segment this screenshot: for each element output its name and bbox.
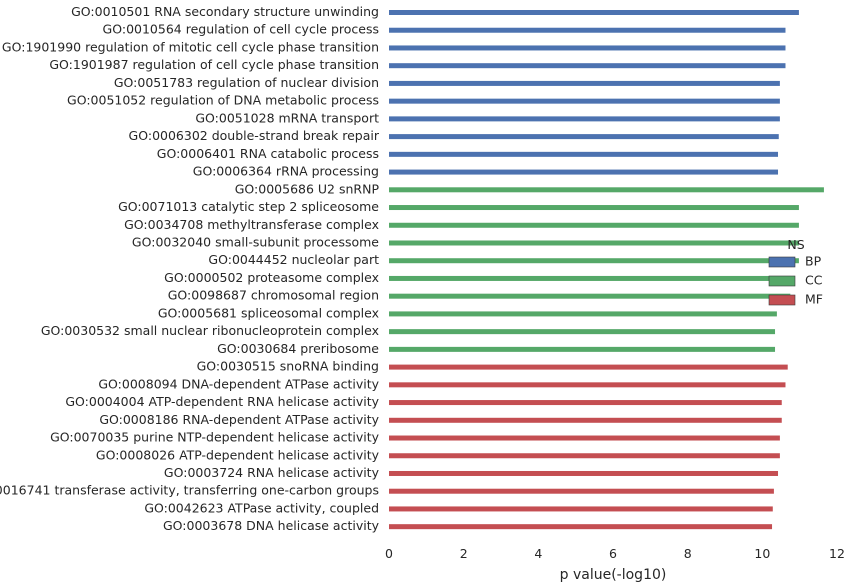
category-label-19: GO:0030684 preribosome bbox=[217, 341, 379, 356]
x-tick-label-2: 4 bbox=[534, 546, 542, 561]
bar-12 bbox=[389, 222, 799, 228]
category-label-1: GO:0010564 regulation of cell cycle proc… bbox=[103, 22, 379, 37]
x-axis-title: p value(-log10) bbox=[560, 567, 667, 583]
category-label-29: GO:0003678 DNA helicase activity bbox=[163, 518, 380, 533]
legend-title: NS bbox=[787, 237, 804, 252]
category-label-3: GO:1901987 regulation of cell cycle phas… bbox=[49, 57, 379, 72]
legend-label-cc: CC bbox=[805, 273, 823, 288]
x-tick-label-6: 12 bbox=[829, 546, 845, 561]
category-label-4: GO:0051783 regulation of nuclear divisio… bbox=[114, 75, 379, 90]
legend-swatch-bp bbox=[768, 256, 796, 268]
category-label-11: GO:0071013 catalytic step 2 spliceosome bbox=[118, 199, 379, 214]
category-label-9: GO:0006364 rRNA processing bbox=[193, 164, 379, 179]
category-label-7: GO:0006302 double-strand break repair bbox=[129, 128, 380, 143]
category-labels: GO:0010501 RNA secondary structure unwin… bbox=[0, 4, 380, 533]
category-label-14: GO:0044452 nucleolar part bbox=[208, 252, 379, 267]
category-label-22: GO:0004004 ATP-dependent RNA helicase ac… bbox=[65, 394, 379, 409]
bar-27 bbox=[389, 488, 774, 494]
category-label-21: GO:0008094 DNA-dependent ATPase activity bbox=[98, 376, 379, 391]
bar-2 bbox=[389, 45, 786, 51]
bar-23 bbox=[389, 417, 782, 423]
bar-11 bbox=[389, 205, 799, 211]
bar-20 bbox=[389, 364, 788, 370]
x-tick-label-5: 10 bbox=[754, 546, 770, 561]
legend-entries: BP CC MF bbox=[768, 254, 823, 307]
category-label-0: GO:0010501 RNA secondary structure unwin… bbox=[71, 4, 379, 19]
category-label-6: GO:0051028 mRNA transport bbox=[195, 110, 379, 125]
category-label-17: GO:0005681 spliceosomal complex bbox=[158, 305, 379, 320]
bar-13 bbox=[389, 240, 799, 246]
category-label-13: GO:0032040 small-subunit processome bbox=[132, 234, 379, 249]
category-label-2: GO:1901990 regulation of mitotic cell cy… bbox=[2, 39, 379, 54]
legend-label-bp: BP bbox=[805, 254, 822, 269]
bar-21 bbox=[389, 382, 786, 388]
bar-0 bbox=[389, 10, 799, 15]
bar-3 bbox=[389, 63, 786, 69]
x-tick-label-0: 0 bbox=[385, 546, 393, 561]
legend: NS BP CC MF bbox=[768, 237, 823, 307]
category-label-26: GO:0003724 RNA helicase activity bbox=[164, 465, 380, 480]
bar-25 bbox=[389, 453, 780, 459]
category-label-27: GO:0016741 transferase activity, transfe… bbox=[0, 483, 379, 498]
bar-1 bbox=[389, 27, 786, 33]
bar-16 bbox=[389, 293, 791, 299]
bar-17 bbox=[389, 311, 777, 317]
category-label-5: GO:0051052 regulation of DNA metabolic p… bbox=[67, 93, 379, 108]
category-label-8: GO:0006401 RNA catabolic process bbox=[157, 146, 379, 161]
x-tick-label-1: 2 bbox=[460, 546, 468, 561]
bar-6 bbox=[389, 116, 780, 122]
category-label-18: GO:0030532 small nuclear ribonucleoprote… bbox=[41, 323, 379, 338]
bars bbox=[389, 10, 824, 530]
category-label-23: GO:0008186 RNA-dependent ATPase activity bbox=[99, 412, 379, 427]
category-label-15: GO:0000502 proteasome complex bbox=[164, 270, 379, 285]
bar-18 bbox=[389, 329, 776, 335]
bar-5 bbox=[389, 98, 780, 104]
bar-26 bbox=[389, 470, 779, 476]
bar-15 bbox=[389, 275, 791, 281]
bar-19 bbox=[389, 346, 776, 352]
x-axis-ticks: 0 2 4 6 8 10 12 bbox=[385, 546, 845, 561]
legend-swatch-cc bbox=[768, 275, 796, 287]
category-label-28: GO:0042623 ATPase activity, coupled bbox=[144, 500, 379, 515]
bar-24 bbox=[389, 435, 780, 441]
legend-swatch-mf bbox=[768, 294, 796, 306]
legend-label-mf: MF bbox=[805, 292, 823, 307]
category-label-24: GO:0070035 purine NTP-dependent helicase… bbox=[50, 430, 380, 445]
bar-29 bbox=[389, 524, 773, 530]
category-label-25: GO:0008026 ATP-dependent helicase activi… bbox=[96, 447, 380, 462]
bar-10 bbox=[389, 187, 824, 193]
category-label-20: GO:0030515 snoRNA binding bbox=[197, 359, 379, 374]
bar-7 bbox=[389, 134, 779, 140]
category-label-12: GO:0034708 methyltransferase complex bbox=[124, 217, 379, 232]
bar-28 bbox=[389, 506, 773, 512]
x-tick-label-3: 6 bbox=[609, 546, 617, 561]
bar-8 bbox=[389, 151, 779, 157]
x-tick-label-4: 8 bbox=[684, 546, 692, 561]
category-label-16: GO:0098687 chromosomal region bbox=[168, 288, 379, 303]
category-label-10: GO:0005686 U2 snRNP bbox=[235, 181, 380, 196]
bar-14 bbox=[389, 258, 799, 264]
bar-9 bbox=[389, 169, 779, 175]
bar-4 bbox=[389, 80, 780, 86]
bar-22 bbox=[389, 400, 782, 406]
